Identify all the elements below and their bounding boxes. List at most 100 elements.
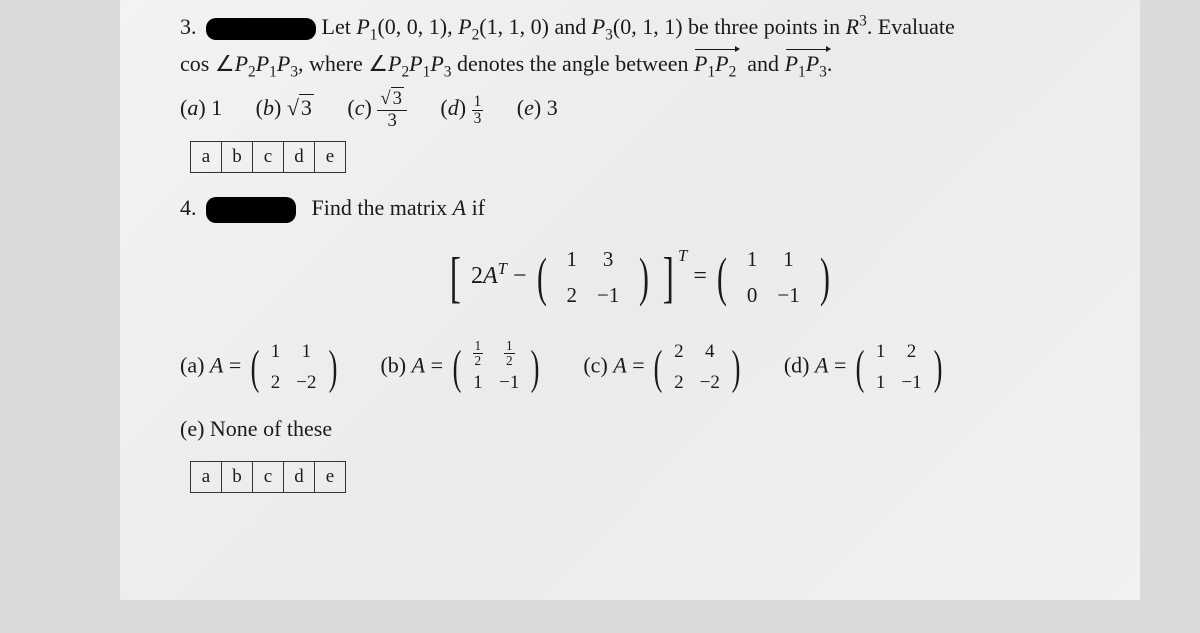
answer-cell-d[interactable]: d [284, 142, 315, 172]
rparen-icon: ) [731, 348, 740, 389]
q3-text: Let P1(0, 0, 1), P2(1, 1, 0) and P3(0, 1… [322, 14, 955, 39]
rparen-icon: ) [639, 255, 649, 301]
p: P [715, 51, 728, 76]
s: 3 [605, 27, 613, 44]
answer-grid[interactable]: a b c d e [190, 141, 346, 173]
s: 2 [248, 63, 256, 80]
q3-options: (a) 1 (b) 3 (c) 33 (d) 13 (e) 3 [180, 89, 1100, 131]
t: (0, 1, 1) be three points in [613, 14, 846, 39]
lparen-icon: ( [654, 348, 663, 389]
answer-cell-a[interactable]: a [191, 142, 222, 172]
n: 1 [473, 339, 484, 352]
c: 2 [893, 337, 929, 368]
c: 1 [465, 368, 492, 399]
c: 12 [465, 337, 492, 368]
p: P [458, 14, 471, 39]
a: A [613, 353, 626, 378]
p: P [356, 14, 369, 39]
r: R [846, 14, 859, 39]
option-b: (b) A = ( 1212 1−1 ) [380, 337, 543, 398]
t: Let [322, 14, 357, 39]
l: a [187, 95, 198, 120]
n: 1 [504, 339, 515, 352]
p: P [277, 51, 290, 76]
t: and [742, 51, 785, 76]
c: 2 [557, 278, 588, 314]
answer-cell-c[interactable]: c [253, 142, 284, 172]
s: 2 [401, 63, 409, 80]
op: = [693, 263, 713, 289]
c: 12 [491, 337, 527, 368]
t: denotes the angle between [451, 51, 694, 76]
answer-cell-b[interactable]: b [222, 462, 253, 492]
s: 1 [798, 63, 806, 80]
c: 3 [587, 242, 629, 278]
equation: [ 2AT − ( 132−1 ) ]T = ( 110−1 ) [180, 242, 1100, 313]
l: b [263, 95, 274, 120]
c: −2 [288, 368, 324, 399]
q3-number: 3. [180, 10, 197, 43]
l: (d) [784, 353, 815, 378]
left-bracket-icon: [ [450, 253, 461, 303]
l: (e) [180, 416, 210, 441]
a: A [412, 353, 425, 378]
q4-options: (a) A = (112−2) (b) A = ( 1212 1−1 ) (c)… [180, 337, 1100, 445]
num: 3 [377, 89, 407, 110]
rparen-icon: ) [820, 255, 830, 301]
p: P [785, 51, 798, 76]
c: −1 [767, 278, 809, 314]
p: P [806, 51, 819, 76]
v: 3 [547, 95, 558, 120]
v: 1 [211, 95, 222, 120]
l: (a) [180, 353, 210, 378]
t: , where ∠ [298, 51, 388, 76]
fraction: 33 [377, 89, 407, 131]
t: T [678, 246, 687, 265]
l: e [524, 95, 534, 120]
lparen-icon: ( [717, 255, 727, 301]
lparen-icon: ( [537, 255, 547, 301]
q3-line2: cos ∠P2P1P3, where ∠P2P1P3 denotes the a… [180, 51, 832, 76]
answer-cell-c[interactable]: c [253, 462, 284, 492]
option-e: (e) 3 [517, 91, 558, 124]
page: 3. Let P1(0, 0, 1), P2(1, 1, 0) and P3(0… [120, 0, 1140, 600]
s: 1 [707, 63, 715, 80]
answer-cell-a[interactable]: a [191, 462, 222, 492]
s: 3 [819, 63, 827, 80]
redaction-icon [206, 18, 316, 40]
num: 1 [472, 94, 484, 109]
matrix: 1212 1−1 [465, 337, 528, 398]
p: P [388, 51, 401, 76]
c: −2 [692, 368, 728, 399]
a: A [815, 353, 828, 378]
answer-cell-e[interactable]: e [315, 462, 345, 492]
matrix: 242−2 [666, 337, 728, 398]
option-d: (d) A = (121−1) [784, 337, 1044, 398]
op: − [507, 263, 533, 289]
answer-grid[interactable]: a b c d e [190, 461, 346, 493]
problem-4: 4. Find the matrix A if [ 2AT − ( 132−1 … [180, 191, 1100, 493]
fraction: 13 [472, 94, 484, 126]
c: 1 [767, 242, 809, 278]
sqrt-icon: 3 [380, 89, 404, 110]
v: 3 [299, 94, 314, 120]
p: P [256, 51, 269, 76]
p: P [592, 14, 605, 39]
answer-cell-d[interactable]: d [284, 462, 315, 492]
c: −1 [491, 368, 527, 399]
den: 3 [472, 110, 484, 126]
c: 1 [288, 337, 324, 368]
a: A [483, 263, 498, 289]
right-bracket-icon: ] [663, 253, 674, 303]
s: 3 [290, 63, 298, 80]
c: 4 [692, 337, 728, 368]
q4-number: 4. [180, 191, 197, 224]
a: A [210, 353, 223, 378]
answer-cell-e[interactable]: e [315, 142, 345, 172]
t: . Evaluate [867, 14, 955, 39]
answer-cell-b[interactable]: b [222, 142, 253, 172]
fraction: 12 [473, 339, 484, 367]
t: (1, 1, 0) and [479, 14, 591, 39]
p: P [694, 51, 707, 76]
d: 2 [504, 353, 515, 367]
